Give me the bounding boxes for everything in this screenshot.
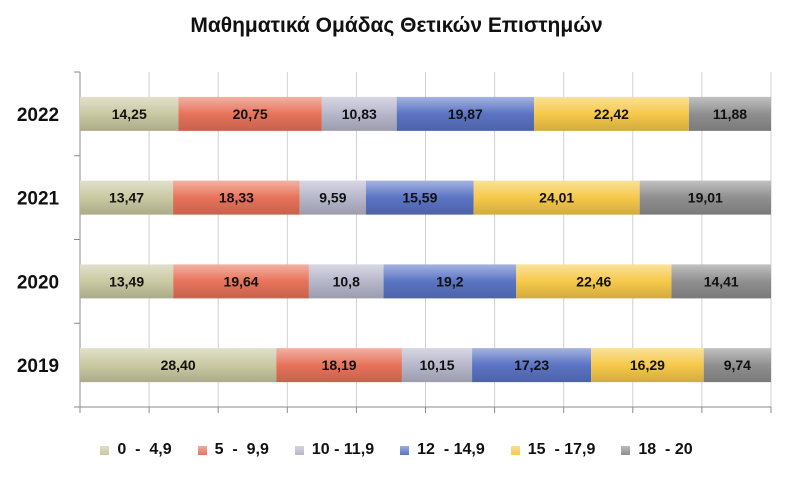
legend-item: 15 - 17,9 (510, 441, 596, 459)
legend-swatch (510, 445, 520, 455)
bar-segment (516, 264, 672, 299)
bar-segment (321, 96, 397, 131)
data-label: 16,29 (630, 357, 665, 373)
bar-segment (308, 264, 384, 299)
bar-segment (299, 180, 367, 215)
bar-segment (396, 96, 534, 131)
bar-segment (591, 348, 704, 383)
data-label: 11,88 (713, 106, 747, 122)
data-label: 10,83 (342, 106, 377, 122)
data-label: 24,01 (539, 190, 574, 206)
data-label: 19,2 (436, 273, 463, 289)
legend-label: 15 - 17,9 (527, 441, 596, 458)
category-label: 2021 (17, 189, 60, 210)
legend-item: 10 - 11,9 (294, 441, 375, 459)
legend-item: 12 - 14,9 (400, 441, 485, 459)
category-label: 2019 (17, 356, 59, 377)
bar-segment (383, 264, 517, 299)
legend-swatch (197, 445, 207, 455)
bar-segment (178, 96, 322, 131)
bar-segment (472, 348, 592, 383)
bar-segment (173, 264, 309, 299)
bar-segment (80, 180, 174, 215)
legend-swatch (100, 445, 110, 455)
data-label: 10,15 (419, 357, 454, 373)
bar-segment (80, 264, 174, 299)
chart-title: Μαθηματικά Ομάδας Θετικών Επιστημών (190, 14, 603, 37)
legend-label: 5 - 9,9 (214, 441, 269, 458)
data-label: 20,75 (233, 106, 268, 122)
legend-swatch (621, 445, 631, 455)
category-label: 2020 (17, 272, 59, 293)
data-label: 18,19 (322, 357, 357, 373)
data-label: 13,47 (109, 190, 144, 206)
bar-segment (80, 96, 179, 131)
data-label: 19,64 (224, 273, 259, 289)
bar-segment (80, 348, 277, 383)
legend-swatch (400, 445, 410, 455)
bar-segment (173, 180, 300, 215)
bar-segment (703, 348, 771, 383)
data-label: 22,46 (576, 273, 611, 289)
chart-plot: 2022 14,25 20,75 10,83 19,87 22,42 11,88 2021 13… (17, 71, 772, 413)
legend-label: 10 - 11,9 (311, 441, 375, 458)
data-label: 28,40 (161, 357, 196, 373)
data-label: 9,59 (319, 190, 346, 206)
data-label: 18,33 (219, 190, 254, 206)
data-label: 10,8 (333, 273, 360, 289)
data-label: 19,87 (448, 106, 483, 122)
bar-segment (366, 180, 474, 215)
bar-segment (639, 180, 771, 215)
bar-segment (276, 348, 402, 383)
bar-segment (401, 348, 473, 383)
data-label: 14,25 (112, 106, 147, 122)
data-label: 14,41 (704, 273, 739, 289)
legend-item: 5 - 9,9 (197, 441, 269, 459)
legend-item: 0 - 4,9 (100, 441, 172, 459)
data-label: 19,01 (688, 190, 723, 206)
bar-segment (688, 96, 771, 131)
legend: 0 - 4,9 5 - 9,9 10 - 11,9 12 - 14,9 15 - 17,… (0, 438, 793, 462)
bar-segment (473, 180, 640, 215)
data-label: 22,42 (594, 106, 629, 122)
legend-label: 0 - 4,9 (117, 441, 172, 458)
legend-label: 18 - 20 (638, 441, 693, 458)
data-label: 15,59 (402, 190, 437, 206)
data-label: 13,49 (109, 273, 144, 289)
data-label: 9,74 (724, 357, 751, 373)
legend-item: 18 - 20 (621, 441, 693, 459)
bar-segment (671, 264, 771, 299)
data-label: 17,23 (514, 357, 549, 373)
legend-swatch (294, 445, 304, 455)
category-label: 2022 (17, 105, 59, 126)
legend-label: 12 - 14,9 (417, 441, 485, 458)
bar-segment (533, 96, 689, 131)
